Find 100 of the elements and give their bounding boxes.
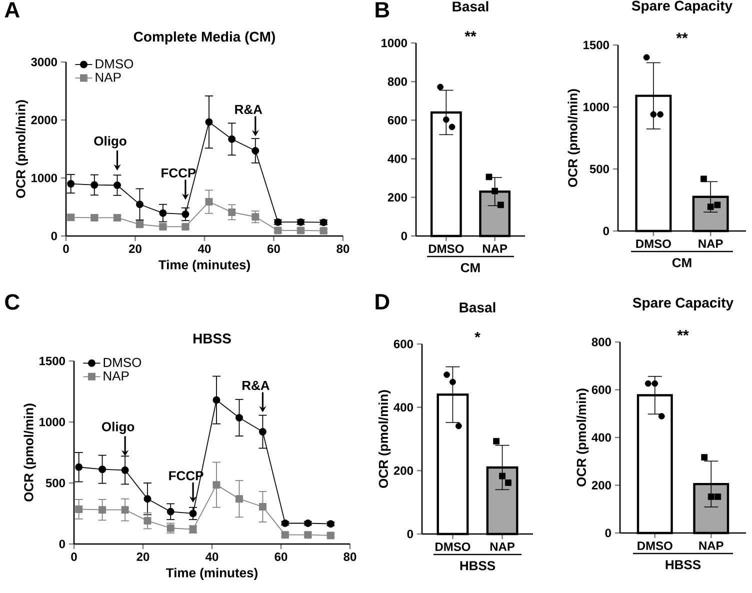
chart-title: Spare Capacity: [632, 0, 732, 14]
point: [212, 481, 220, 489]
y-tick-label: 0: [51, 232, 57, 240]
point: [98, 506, 106, 514]
y-tick-label: 1000: [32, 174, 57, 182]
x-tick-label: 60: [274, 552, 288, 562]
point: [236, 414, 244, 422]
point: [98, 466, 106, 474]
y-tick-label: 200: [592, 480, 611, 490]
point: [212, 396, 220, 404]
text: B: [376, 2, 390, 18]
x-tick-label: DMSO: [636, 240, 671, 248]
y-tick-label: 200: [388, 193, 407, 202]
x-tick-label: 20: [136, 552, 150, 562]
point: [144, 517, 152, 525]
x-tick-label: NAP: [699, 542, 724, 550]
x-tick-label: 80: [336, 244, 350, 254]
y-tick-label: 400: [388, 154, 407, 164]
y-tick-label: 400: [592, 433, 611, 442]
y-axis-title: OCR (pmol/min): [24, 404, 36, 502]
x-tick-label: NAP: [490, 542, 515, 551]
annotation: R&A: [242, 380, 270, 390]
point: [159, 222, 167, 230]
x-axis-title: CM: [672, 258, 692, 268]
point: [90, 181, 98, 189]
point: [228, 135, 236, 143]
point: [67, 214, 75, 222]
y-tick-label: 500: [46, 478, 65, 488]
x-tick-label: DMSO: [436, 542, 470, 552]
x-tick-label: DMSO: [428, 244, 464, 254]
point: [121, 506, 129, 514]
annotation: Oligo: [102, 422, 134, 434]
legend-label: DMSO: [96, 59, 134, 68]
point: [75, 463, 83, 471]
x-tick-label: 0: [71, 552, 77, 562]
point: [205, 198, 213, 206]
y-tick-label: 1000: [40, 418, 65, 426]
point: [144, 495, 152, 503]
y-tick-label: 0: [603, 226, 609, 236]
y-tick-label: 400: [394, 403, 413, 412]
x-tick-label: 40: [198, 244, 211, 254]
legend-label: NAP: [96, 72, 121, 82]
x-axis-title: HBSS: [460, 561, 496, 570]
point: [252, 146, 260, 154]
y-tick-label: 800: [388, 77, 407, 86]
text: A: [4, 2, 20, 18]
annotation: Oligo: [94, 136, 126, 148]
x-tick-label: 20: [129, 244, 142, 254]
point: [121, 466, 129, 474]
y-tick-label: 2000: [31, 116, 57, 124]
x-tick-label: NAP: [698, 240, 723, 248]
y-axis-title: OCR (pmol/min): [568, 89, 580, 187]
point: [159, 209, 167, 217]
point: [114, 181, 121, 189]
point: [252, 213, 260, 221]
chart-title: Basal: [460, 302, 496, 312]
y-tick-label: 1000: [584, 102, 609, 112]
legend-label: NAP: [104, 371, 129, 380]
y-tick-label: 200: [394, 466, 413, 475]
y-tick-label: 1500: [40, 356, 65, 366]
x-axis-title: Time (minutes): [158, 260, 250, 272]
chart-title: HBSS: [193, 334, 231, 344]
x-tick-label: 60: [268, 244, 280, 254]
y-tick-label: 1000: [382, 38, 407, 48]
x-tick-label: 40: [206, 552, 218, 562]
y-tick-label: 0: [401, 232, 407, 240]
text: **: [677, 330, 689, 336]
point: [258, 428, 266, 436]
y-tick-label: 800: [592, 338, 611, 346]
x-axis-title: HBSS: [666, 560, 701, 570]
point: [205, 118, 213, 126]
y-tick-label: 0: [407, 530, 413, 538]
text: **: [464, 31, 476, 37]
x-axis-title: Time (minutes): [166, 568, 258, 580]
point: [136, 200, 144, 208]
annotation: R&A: [235, 104, 262, 114]
y-tick-label: 0: [605, 528, 611, 538]
point: [258, 503, 266, 511]
chart-title: Complete Media (CM): [134, 31, 275, 44]
y-tick-label: 600: [394, 340, 413, 348]
point: [182, 210, 190, 218]
point: [166, 508, 174, 516]
y-tick-label: 600: [388, 116, 407, 124]
point: [67, 180, 75, 188]
text: D: [376, 294, 390, 310]
y-axis-title: OCR (pmol/min): [16, 100, 28, 198]
text: *: [474, 332, 480, 338]
y-axis-title: OCR (pmol/min): [378, 390, 391, 488]
y-tick-label: 1500: [584, 40, 609, 50]
legend-label: DMSO: [104, 358, 142, 368]
point: [182, 222, 190, 230]
y-tick-label: 500: [590, 164, 609, 174]
annotation: FCCP: [162, 168, 196, 178]
x-axis-title: CM: [460, 263, 480, 272]
point: [236, 495, 244, 503]
point: [228, 208, 236, 216]
text: C: [5, 294, 20, 310]
x-tick-label: NAP: [482, 244, 508, 253]
y-axis-title: OCR (pmol/min): [576, 388, 589, 486]
x-tick-label: DMSO: [638, 542, 672, 550]
